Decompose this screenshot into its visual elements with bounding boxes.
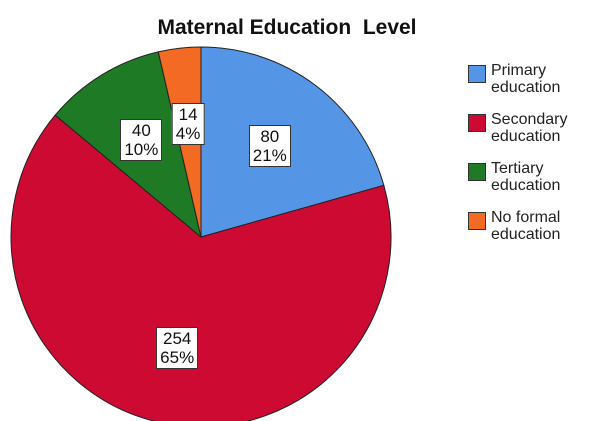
legend-swatch [468, 65, 486, 83]
legend-item: Secondary education [468, 111, 591, 145]
legend-item: Primary education [468, 62, 591, 96]
data-label-value: 40 [131, 120, 151, 140]
data-label-percent: 4% [175, 123, 201, 143]
data-label-percent: 21% [252, 146, 287, 166]
chart-title: Maternal Education Level [157, 16, 417, 39]
legend-label: No formal education [491, 209, 561, 243]
legend-swatch [468, 212, 486, 230]
legend-item: Tertiary education [468, 160, 591, 194]
legend-label: Tertiary education [491, 160, 561, 194]
legend-label: Secondary education [491, 111, 568, 145]
data-label-value: 14 [178, 104, 198, 124]
data-label: 254 65% [156, 327, 199, 370]
data-label: 40 10% [120, 118, 163, 161]
data-label-percent: 65% [160, 348, 195, 368]
legend-label: Primary education [491, 62, 561, 96]
pie-slice [10, 114, 392, 421]
pie-slice [200, 46, 385, 238]
legend-swatch [468, 163, 486, 181]
data-label-percent: 10% [124, 139, 159, 159]
data-label-value: 80 [260, 127, 280, 147]
data-label: 14 4% [171, 102, 205, 145]
legend-item: No formal education [468, 209, 591, 243]
legend-swatch [468, 114, 486, 132]
data-label: 80 21% [248, 125, 291, 168]
data-label-value: 254 [162, 329, 192, 349]
